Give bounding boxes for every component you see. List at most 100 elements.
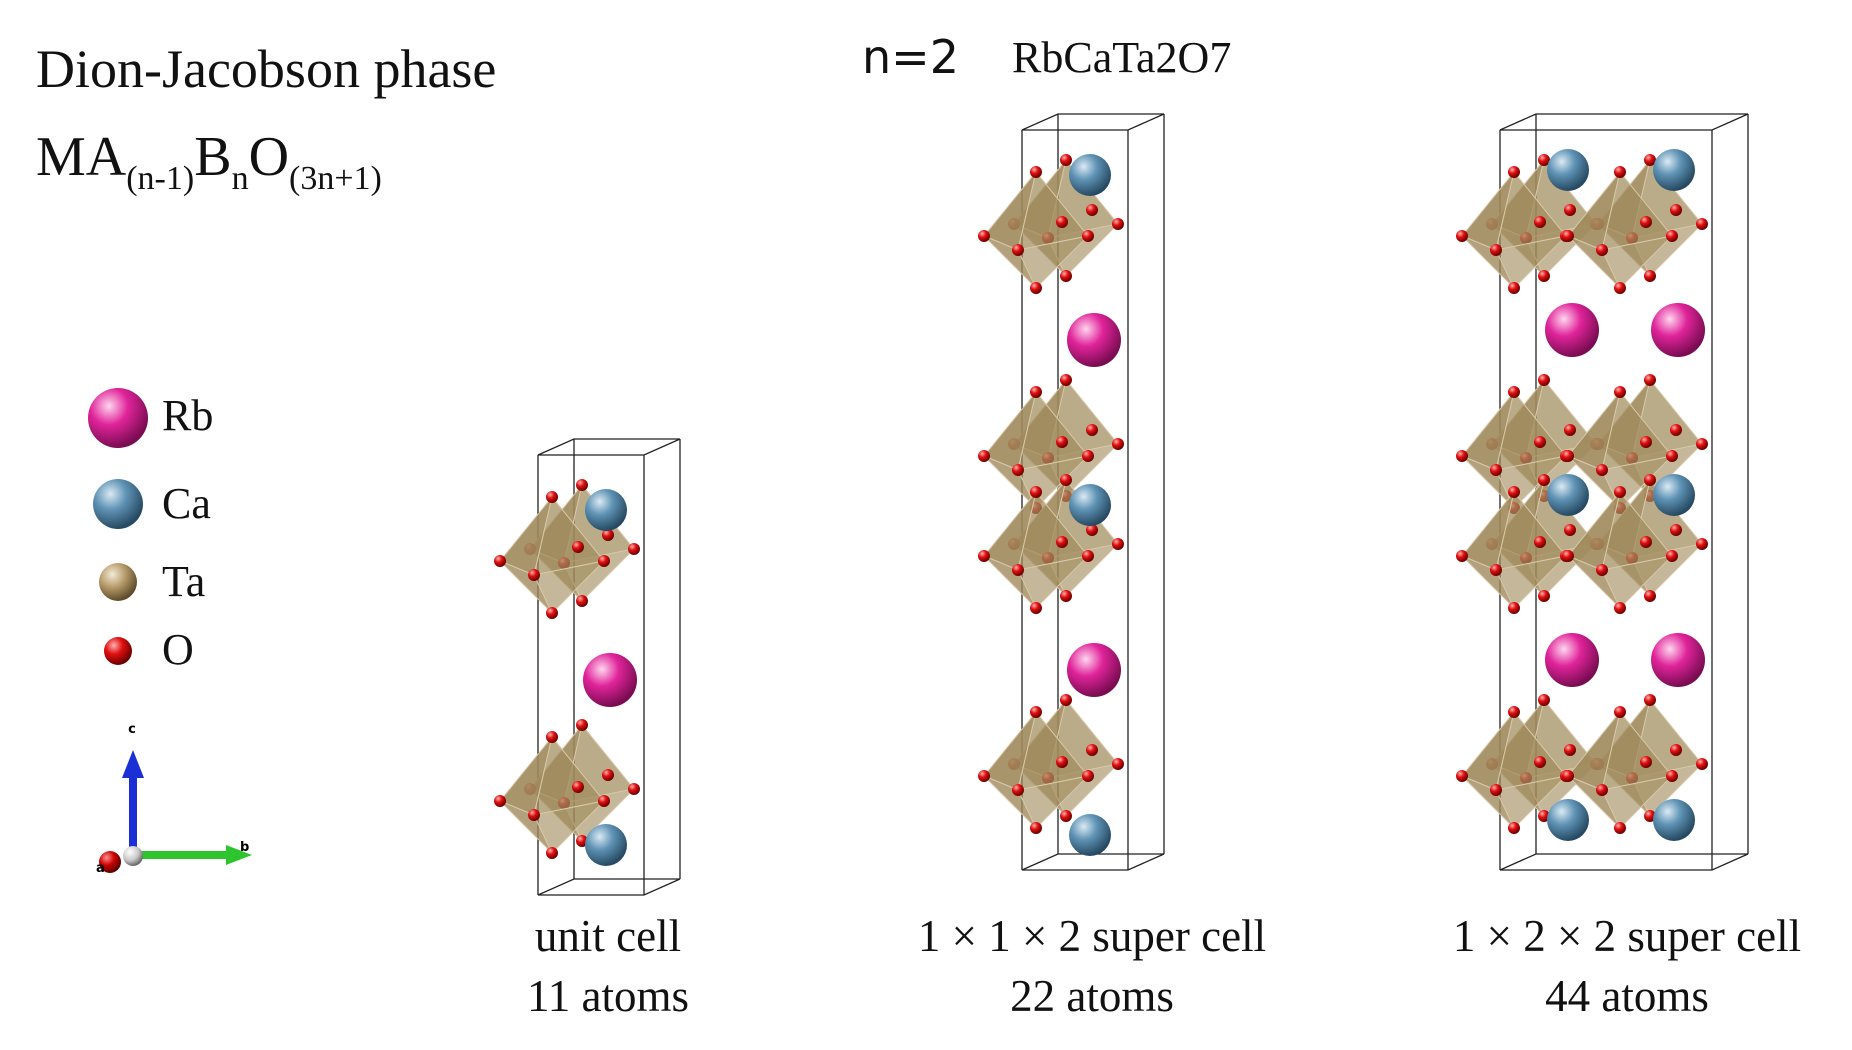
octahedron-face <box>1017 235 1090 289</box>
supercell-1x2x2-structure <box>1456 113 1749 871</box>
oxygen-atom <box>528 809 540 821</box>
oxygen-atom <box>1538 810 1550 822</box>
caption-supercell-122-title: 1 × 2 × 2 super cell <box>1452 911 1802 961</box>
oxygen-atom <box>1508 602 1520 614</box>
oxygen-atom <box>1596 244 1608 256</box>
oxygen-atom <box>978 450 990 462</box>
cell-bottom-face <box>1021 853 1165 871</box>
ca-atom <box>1069 154 1111 196</box>
ca-atom <box>1653 474 1695 516</box>
axis-a-label: a <box>96 861 105 876</box>
oxygen-atom <box>1508 386 1520 398</box>
octahedron-face <box>1017 555 1090 609</box>
oxygen-atom <box>576 595 588 607</box>
oxygen-atom <box>1614 706 1626 718</box>
oxygen-atom <box>494 795 506 807</box>
oxygen-atom <box>1644 694 1656 706</box>
octahedron-face <box>1495 555 1568 609</box>
oxygen-atom <box>1644 270 1656 282</box>
oxygen-atom <box>1670 424 1682 436</box>
oxygen-atom <box>528 569 540 581</box>
oxygen-atom <box>1030 822 1042 834</box>
rb-atom <box>1651 633 1705 687</box>
oxygen-atom <box>1030 602 1042 614</box>
oxygen-atom <box>1086 424 1098 436</box>
oxygen-atom <box>978 230 990 242</box>
oxygen-atom <box>1640 436 1652 448</box>
axis-indicator: c a b <box>96 722 252 876</box>
ca-atom <box>1653 799 1695 841</box>
oxygen-atom <box>1644 590 1656 602</box>
oxygen-atom <box>598 555 610 567</box>
legend-spheres <box>88 388 148 665</box>
oxygen-atom <box>1666 230 1678 242</box>
oxygen-atom <box>1060 270 1072 282</box>
oxygen-atom <box>1614 282 1626 294</box>
oxygen-atom <box>1060 810 1072 822</box>
oxygen-atom <box>1112 538 1124 550</box>
oxygen-atom <box>1696 438 1708 450</box>
oxygen-atom <box>546 491 558 503</box>
caption-unit-cell-title: unit cell <box>534 911 682 961</box>
oxygen-atom <box>1596 564 1608 576</box>
oxygen-atom <box>1012 464 1024 476</box>
caption-supercell-122: 1 × 2 × 2 super cell 44 atoms <box>1453 906 1801 1026</box>
oxygen-atom <box>1056 436 1068 448</box>
oxygen-atom <box>1456 230 1468 242</box>
oxygen-atom <box>1614 166 1626 178</box>
oxygen-atom <box>1456 450 1468 462</box>
n-value-label: n=2 <box>862 30 959 84</box>
caption-supercell-112-atoms: 22 atoms <box>1010 971 1174 1021</box>
formula-b: B <box>194 126 232 188</box>
oxygen-atom <box>1060 374 1072 386</box>
oxygen-atom <box>1538 374 1550 386</box>
oxygen-atom <box>978 770 990 782</box>
oxygen-atom <box>1564 524 1576 536</box>
octahedron-face <box>1495 775 1568 829</box>
oxygen-atom <box>1086 524 1098 536</box>
formula-sub-b: n <box>231 160 249 197</box>
compound-label: RbCaTa2O7 <box>1012 33 1232 82</box>
cell-bottom-face <box>1499 853 1749 871</box>
oxygen-atom <box>1640 536 1652 548</box>
oxygen-atom <box>494 555 506 567</box>
ca-atom <box>1547 799 1589 841</box>
oxygen-atom <box>1666 450 1678 462</box>
rb-atom <box>1067 313 1121 367</box>
supercell-1x1x2-structure <box>978 113 1165 871</box>
oxygen-atom <box>1562 230 1574 242</box>
oxygen-atom <box>1508 166 1520 178</box>
rb-atom <box>1067 643 1121 697</box>
oxygen-atom <box>1112 438 1124 450</box>
oxygen-atom <box>602 529 614 541</box>
caption-supercell-112: 1 × 1 × 2 super cell 22 atoms <box>918 906 1266 1026</box>
formula-ma: MA <box>36 126 127 188</box>
oxygen-atom <box>1644 154 1656 166</box>
oxygen-atom <box>1538 474 1550 486</box>
oxygen-atom <box>1056 536 1068 548</box>
oxygen-atom <box>602 769 614 781</box>
oxygen-atom <box>1670 744 1682 756</box>
legend-label-ta: Ta <box>162 557 206 606</box>
oxygen-atom <box>1490 464 1502 476</box>
oxygen-atom <box>1538 154 1550 166</box>
oxygen-atom <box>1640 756 1652 768</box>
oxygen-atom <box>1538 270 1550 282</box>
oxygen-atom <box>1562 550 1574 562</box>
oxygen-atom <box>1056 216 1068 228</box>
oxygen-atom <box>1060 694 1072 706</box>
axis-c-shaft <box>129 768 137 856</box>
ca-atom <box>585 489 627 531</box>
oxygen-atom <box>1644 810 1656 822</box>
oxygen-atom <box>1640 216 1652 228</box>
caption-supercell-112-title: 1 × 1 × 2 super cell <box>917 911 1267 961</box>
ca-atom <box>585 824 627 866</box>
oxygen-atom <box>1696 758 1708 770</box>
oxygen-atom <box>1508 706 1520 718</box>
legend-label-ca: Ca <box>162 479 211 528</box>
oxygen-atom <box>1490 244 1502 256</box>
oxygen-atom <box>1060 590 1072 602</box>
oxygen-atom <box>1596 464 1608 476</box>
oxygen-atom <box>572 781 584 793</box>
octahedron-face <box>1495 235 1568 289</box>
